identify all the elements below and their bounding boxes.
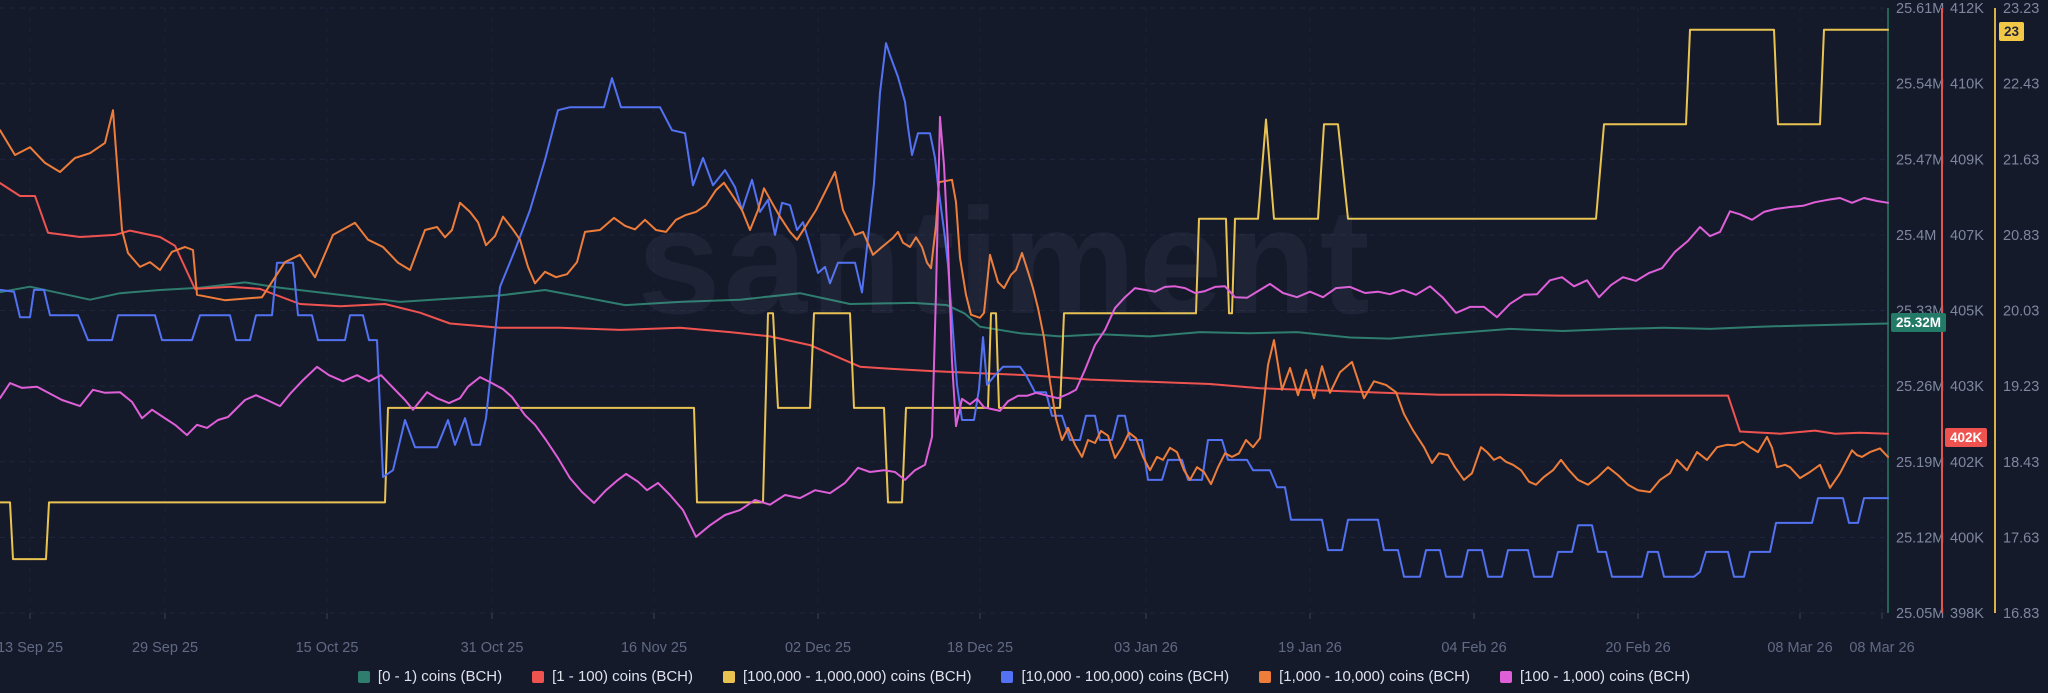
y-tick-label: 25.47M	[1896, 152, 1944, 168]
series-line[interactable]	[0, 109, 1889, 493]
legend-item[interactable]: [1 - 100) coins (BCH)	[532, 668, 693, 685]
gridlines	[0, 7, 1888, 619]
y-tick-label: 25.12M	[1896, 530, 1944, 546]
legend-label: [100 - 1,000) coins (BCH)	[1520, 668, 1691, 685]
legend-item[interactable]: [100,000 - 1,000,000) coins (BCH)	[723, 668, 971, 685]
y-tick-label: 403K	[1950, 379, 1984, 395]
red-last-value-badge: 402K	[1945, 428, 1988, 447]
x-tick-label: 20 Feb 26	[1605, 640, 1670, 656]
legend-label: [0 - 1) coins (BCH)	[377, 668, 503, 685]
y-tick-label: 20.83	[2003, 228, 2039, 244]
series-line[interactable]	[0, 42, 1889, 578]
legend-swatch-icon	[723, 670, 735, 683]
x-tick-label: 03 Jan 26	[1114, 640, 1178, 656]
y-tick-label: 405K	[1950, 304, 1984, 320]
y-tick-label: 22.43	[2003, 77, 2039, 93]
y-tick-label: 25.05M	[1896, 606, 1944, 622]
y-tick-label: 25.4M	[1896, 228, 1936, 244]
x-tick-label: 29 Sep 25	[132, 640, 198, 656]
x-tick-label: 13 Sep 25	[0, 640, 63, 656]
y-tick-label: 412K	[1950, 1, 1984, 17]
series-line[interactable]	[0, 115, 1889, 538]
x-tick-label: 18 Dec 25	[947, 640, 1013, 656]
yellow-last-value-badge: 23	[1999, 22, 2025, 41]
y-tick-label: 409K	[1950, 152, 1984, 168]
series-line[interactable]	[0, 281, 1889, 340]
y-axis-yellow: 23.23 22.43 21.63 20.83 20.03 19.23 18.43 17.63…	[1994, 1, 2039, 622]
legend-item[interactable]: [100 - 1,000) coins (BCH)	[1500, 668, 1690, 685]
y-tick-label: 25.26M	[1896, 379, 1944, 395]
y-tick-label: 410K	[1950, 77, 1984, 93]
x-tick-label: 08 Mar 26	[1849, 640, 1914, 656]
y-tick-label: 25.61M	[1896, 1, 1944, 17]
series-line[interactable]	[0, 28, 1889, 561]
y-tick-label: 17.63	[2003, 530, 2039, 546]
y-tick-label: 23.23	[2003, 1, 2039, 17]
y-tick-label: 407K	[1950, 228, 1984, 244]
x-tick-label: 16 Nov 25	[621, 640, 687, 656]
legend-item[interactable]: [10,000 - 100,000) coins (BCH)	[1001, 668, 1229, 685]
legend-swatch-icon	[1001, 670, 1014, 683]
y-tick-label: 398K	[1950, 606, 1984, 622]
teal-last-value-badge: 25.32M	[1891, 313, 1947, 332]
x-tick-label: 31 Oct 25	[461, 640, 524, 656]
x-tick-label: 02 Dec 25	[785, 640, 851, 656]
legend-swatch-icon	[1500, 670, 1512, 683]
legend-swatch-icon	[532, 670, 545, 683]
y-tick-label: 400K	[1950, 530, 1984, 546]
x-tick-label: 15 Oct 25	[296, 640, 359, 656]
y-tick-label: 18.43	[2003, 455, 2039, 471]
x-tick-label: 19 Jan 26	[1278, 640, 1342, 656]
y-tick-label: 21.63	[2003, 152, 2039, 168]
x-tick-label: 04 Feb 26	[1441, 640, 1506, 656]
x-tick-label: 08 Mar 26	[1767, 640, 1832, 656]
y-tick-label: 19.23	[2003, 379, 2039, 395]
legend: [0 - 1) coins (BCH) [1 - 100) coins (BCH)…	[0, 660, 2048, 693]
legend-label: [1 - 100) coins (BCH)	[552, 668, 693, 685]
y-tick-label: 25.54M	[1896, 77, 1944, 93]
y-axis-teal: 25.61M25.54M25.47M25.4M25.33M25.26M25.19…	[1887, 1, 1944, 622]
legend-swatch-icon	[357, 670, 370, 683]
legend-label: [100,000 - 1,000,000) coins (BCH)	[743, 668, 972, 685]
y-tick-label: 25.19M	[1896, 455, 1944, 471]
y-tick-label: 402K	[1950, 455, 1984, 471]
legend-label: [10,000 - 100,000) coins (BCH)	[1021, 668, 1230, 685]
chart-canvas[interactable]: 25.61M25.54M25.47M25.4M25.33M25.26M25.19…	[0, 0, 2048, 660]
legend-item[interactable]: [1,000 - 10,000) coins (BCH)	[1259, 668, 1470, 685]
legend-swatch-icon	[1259, 670, 1272, 683]
series-line[interactable]	[0, 182, 1889, 435]
y-axis-red: 412K 410K 409K 407K 405K 403K 402K 400K 398K	[1941, 1, 1984, 622]
legend-label: [1,000 - 10,000) coins (BCH)	[1279, 668, 1470, 685]
y-tick-label: 16.83	[2003, 606, 2039, 622]
legend-item[interactable]: [0 - 1) coins (BCH)	[357, 668, 503, 685]
x-axis: 13 Sep 25 29 Sep 25 15 Oct 25 31 Oct 25 16 N…	[0, 640, 1915, 656]
y-tick-label: 20.03	[2003, 304, 2039, 320]
